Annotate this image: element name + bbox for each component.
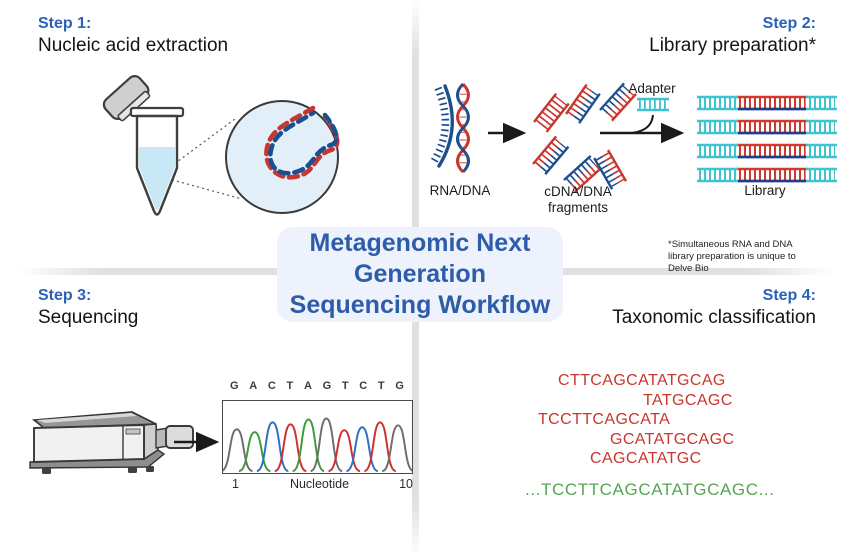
workflow-title-card: Metagenomic Next Generation Sequencing W… (277, 227, 563, 322)
dna-helix-icon (456, 82, 470, 174)
step4-label: Step 4: (762, 287, 816, 304)
axis-start-tick: 1 (232, 477, 239, 491)
axis-end-tick: 10 (399, 477, 413, 491)
axis-title: Nucleotide (289, 477, 350, 491)
workflow-title-line: Generation (354, 260, 486, 288)
nucleic-acid-extraction-illustration (102, 75, 340, 216)
workflow-title-line: Sequencing Workflow (289, 291, 551, 319)
workflow-title-line: Metagenomic Next (309, 229, 531, 257)
library-strands-icon (697, 97, 837, 181)
chromatogram-axis: 1 Nucleotide 10 (222, 477, 417, 493)
dna-strand-icon (264, 105, 340, 180)
rna-strand-icon (429, 84, 454, 168)
adapter-label: Adapter (628, 81, 676, 96)
library-label: Library (744, 183, 786, 198)
chromatogram-peaks (223, 417, 412, 473)
read-line: CAGCATATGC (590, 450, 702, 467)
step1-label: Step 1: (38, 15, 92, 32)
rna-dna-label: RNA/DNA (429, 183, 491, 198)
dna-magnifier-circle (225, 100, 340, 214)
sequencer-machine-icon (29, 411, 220, 474)
read-line: TATGCAGC (643, 391, 733, 409)
step2-label: Step 2: (762, 15, 816, 32)
step4-consensus: ...TCCTTCAGCATATGCAGC... (525, 479, 775, 499)
adapter-fragment-icon (637, 97, 669, 112)
step3-header: Step 3: Sequencing (38, 286, 138, 329)
step3-label: Step 3: (38, 287, 92, 304)
step4-title: Taxonomic classification (612, 307, 816, 328)
step4-header: Step 4: Taxonomic classification (612, 286, 816, 329)
step4-reads: CTTCAGCATATGCAG TATGCAGC TCCTTCAGCATA GC… (520, 371, 845, 499)
chromatogram-plot (222, 400, 413, 474)
cdna-fragments-label: cDNA/DNA fragments (544, 184, 612, 215)
step3-title: Sequencing (38, 307, 139, 328)
read-line: CTTCAGCATATGCAG (558, 372, 726, 389)
step2-header: Step 2: Library preparation* (649, 14, 816, 57)
cdna-fragments-icon (533, 83, 636, 192)
library-preparation-illustration (429, 82, 840, 192)
read-line: GCATATGCAGC (610, 430, 735, 448)
step2-title: Library preparation* (649, 35, 816, 56)
adapter-merge-curve (631, 114, 654, 134)
read-line: TCCTTCAGCATA (538, 411, 671, 428)
step1-title: Nucleic acid extraction (38, 35, 229, 56)
tube-liquid (139, 147, 175, 211)
footnote: *Simultaneous RNA and DNA library prepar… (668, 239, 796, 274)
step1-header: Step 1: Nucleic acid extraction (38, 14, 228, 57)
